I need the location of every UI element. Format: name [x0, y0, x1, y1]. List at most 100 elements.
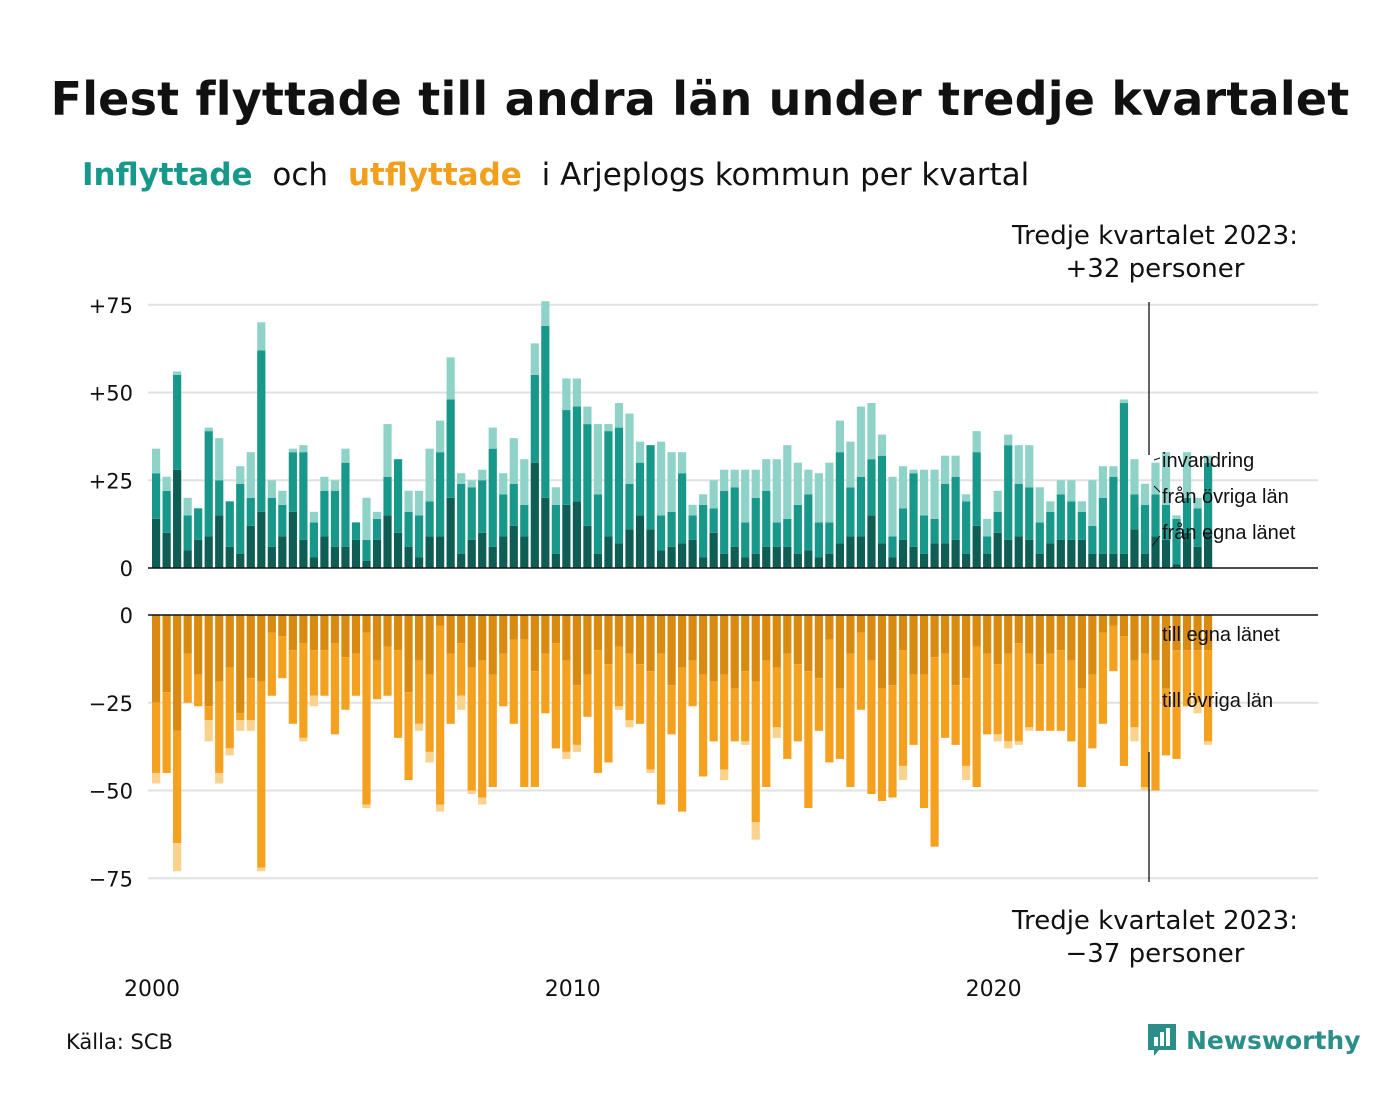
bar-out-other: [919, 674, 929, 809]
bar-in-own: [1056, 539, 1065, 568]
bar-out-other: [1119, 636, 1129, 766]
bar-out-other: [720, 674, 729, 770]
bar-in-own: [541, 497, 550, 568]
bar-out-own: [1088, 615, 1097, 675]
bar-in-imm: [1172, 515, 1181, 519]
bar-in-own: [404, 546, 413, 568]
series-label-bottom: till egna länet: [1162, 624, 1280, 646]
bar-out-emi: [572, 744, 581, 752]
bar-in-other: [846, 487, 855, 537]
bar-out-other: [646, 671, 655, 770]
bar-out-other: [530, 671, 539, 787]
bar-in-other: [446, 399, 455, 498]
bar-out-own: [246, 615, 255, 679]
bar-in-own: [330, 546, 340, 568]
bar-in-other: [825, 522, 834, 554]
y-tick-label-bottom: 0: [120, 604, 133, 628]
bar-in-other: [972, 452, 981, 526]
bar-out-other: [972, 646, 981, 787]
bar-out-own: [393, 615, 403, 651]
bar-in-other: [1014, 483, 1023, 537]
bar-in-imm: [720, 469, 729, 491]
bar-out-emi: [1004, 741, 1013, 749]
bar-out-other: [236, 713, 245, 721]
bar-out-other: [162, 692, 171, 773]
bar-out-emi: [478, 797, 487, 805]
bar-in-own: [1172, 564, 1181, 568]
bar-in-own: [804, 550, 813, 568]
callout-bottom-line1: Tredje kvartalet 2023:: [1012, 906, 1298, 936]
bar-out-own: [404, 615, 413, 693]
bar-in-other: [656, 515, 666, 551]
bar-out-own: [425, 615, 434, 675]
bar-in-other: [415, 515, 424, 558]
bar-in-imm: [562, 378, 571, 411]
bar-in-imm: [983, 518, 992, 537]
subtitle-rest: i Arjeplogs kommun per kvartal: [541, 157, 1030, 193]
bar-out-other: [362, 632, 371, 805]
bar-out-own: [278, 615, 287, 637]
bar-out-own: [1014, 615, 1023, 644]
bar-in-imm: [530, 343, 539, 375]
subtitle-utflyttade: utflyttade: [347, 157, 522, 193]
bar-in-imm: [1161, 452, 1171, 505]
bar-in-imm: [1182, 452, 1192, 498]
bar-in-other: [699, 504, 708, 558]
bar-out-other: [457, 643, 466, 696]
bar-in-own: [909, 546, 918, 568]
bar-out-own: [930, 615, 939, 658]
bar-in-imm: [1004, 434, 1013, 446]
bar-out-emi: [246, 720, 255, 731]
bar-in-other: [225, 501, 234, 547]
bar-out-other: [215, 681, 224, 773]
bar-in-own: [1035, 553, 1044, 568]
bar-out-emi: [625, 720, 634, 728]
bar-chart-speech-icon: [1148, 1024, 1176, 1056]
y-tick-label-top: 0: [120, 557, 133, 581]
bar-in-own: [867, 515, 876, 568]
bar-in-other: [1193, 508, 1202, 547]
bar-in-own: [856, 536, 866, 568]
bar-out-other: [993, 664, 1002, 735]
bar-out-own: [1172, 615, 1181, 651]
bar-out-other: [1088, 674, 1097, 749]
bar-in-own: [488, 546, 497, 568]
bar-out-own: [762, 615, 771, 661]
bar-out-other: [1025, 653, 1034, 728]
bar-in-imm: [1098, 466, 1107, 498]
bar-in-own: [688, 539, 697, 568]
bar-in-imm: [404, 490, 413, 512]
bar-in-other: [257, 350, 266, 512]
bar-out-other: [509, 639, 518, 724]
bar-in-imm: [656, 441, 666, 516]
bar-in-other: [425, 501, 434, 537]
bar-in-own: [152, 518, 161, 568]
bar-in-imm: [583, 406, 592, 425]
bar-out-other: [351, 653, 361, 696]
bar-out-own: [372, 615, 382, 661]
bar-out-other: [1077, 688, 1086, 787]
bar-in-other: [478, 480, 487, 533]
bar-in-other: [814, 522, 823, 558]
bar-out-emi: [257, 867, 266, 872]
bar-out-other: [814, 678, 823, 731]
bar-in-imm: [236, 466, 245, 484]
bar-in-imm: [152, 448, 161, 474]
bar-in-imm: [930, 469, 939, 519]
bar-in-imm: [204, 427, 213, 432]
bar-in-own: [351, 539, 361, 568]
bar-in-imm: [488, 427, 497, 449]
bar-out-other: [562, 660, 571, 752]
bar-in-own: [1140, 553, 1150, 568]
bar-out-other: [898, 650, 908, 766]
bar-in-imm: [1056, 480, 1065, 495]
x-tick-label: 2000: [124, 977, 180, 1002]
bar-in-other: [1109, 476, 1118, 554]
bar-in-own: [1130, 529, 1139, 568]
bar-in-imm: [320, 476, 329, 491]
bar-in-own: [1098, 553, 1107, 568]
bar-out-own: [236, 615, 245, 714]
bar-in-imm: [635, 441, 645, 463]
bar-in-other: [436, 452, 445, 537]
bar-in-imm: [162, 476, 171, 491]
